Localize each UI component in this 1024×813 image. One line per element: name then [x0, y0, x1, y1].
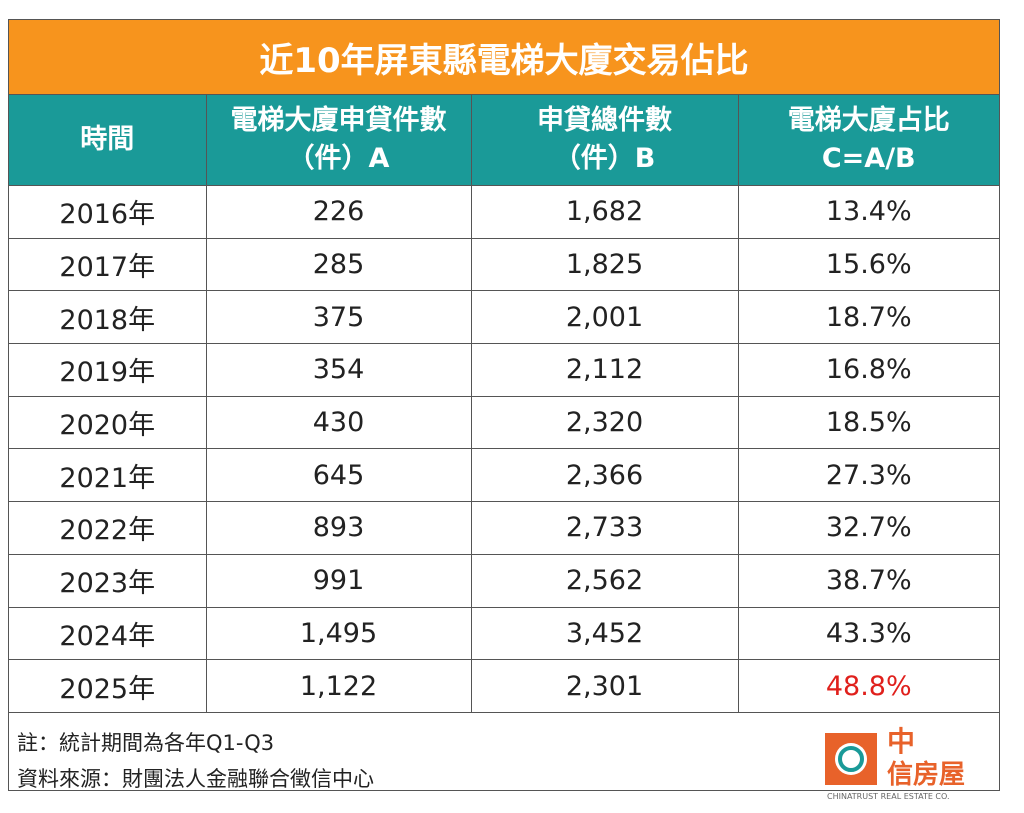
- header-cell: 電梯大廈占比 C=A/B: [737, 95, 999, 186]
- logo-subtext: CHINATRUST REAL ESTATE CO.: [827, 792, 950, 801]
- table-cell: 38.7%: [737, 553, 999, 608]
- note: 註：統計期間為各年Q1-Q3: [17, 730, 275, 755]
- table-cell: 2020年: [9, 395, 207, 450]
- table-cell: 2,320: [470, 395, 739, 450]
- table-cell: 3,452: [470, 606, 739, 661]
- table-cell: 16.8%: [737, 343, 999, 397]
- header-line: 時間: [80, 124, 135, 155]
- logo-text: 中: [887, 725, 915, 758]
- table-body: 2016年 226 1,682 13.4% 2017年 285 1,825 15.6% 2018…: [9, 185, 999, 713]
- source: 資料來源：財團法人金融聯合徵信中心: [17, 766, 374, 791]
- table-cell: 18.7%: [737, 290, 999, 345]
- table-cell: 893: [205, 501, 472, 555]
- header-line: （件）B: [553, 143, 656, 174]
- table-cell: 15.6%: [737, 237, 999, 292]
- table-cell: 2,562: [470, 553, 739, 608]
- table-cell: 2,001: [470, 290, 739, 345]
- table-cell: 2,366: [470, 448, 739, 503]
- table-cell: 48.8%: [737, 659, 999, 713]
- table-cell: 2,112: [470, 343, 739, 397]
- header-cell: 申貸總件數 （件）B: [470, 95, 739, 186]
- table-row: 2017年 285 1,825 15.6%: [9, 237, 999, 292]
- table-row: 2023年 991 2,562 38.7%: [9, 553, 999, 608]
- table-row: 2020年 430 2,320 18.5%: [9, 395, 999, 450]
- table-row: 2024年 1,495 3,452 43.3%: [9, 606, 999, 661]
- table-cell: 354: [205, 343, 472, 397]
- table-row: 2021年 645 2,366 27.3%: [9, 448, 999, 503]
- table-cell: 1,682: [470, 185, 739, 239]
- header-row: 時間 電梯大廈申貸件數 （件）A 申貸總件數 （件）B 電梯大廈占比 C=A/B: [9, 95, 999, 186]
- header-line: （件）A: [287, 143, 390, 174]
- infographic: 近10年屏東縣電梯大廈交易佔比 時間 電梯大廈申貸件數 （件）A 申貸總件數 （件）B 電…: [8, 19, 1000, 801]
- header-cell: 電梯大廈申貸件數 （件）A: [205, 95, 472, 186]
- table-cell: 2021年: [9, 448, 207, 503]
- header-line: 申貸總件數: [537, 105, 672, 136]
- header-line: C=A/B: [821, 143, 916, 174]
- logo: 中 信房屋 CHINATRUST REAL ESTATE CO.: [825, 725, 965, 801]
- table-row: 2025年 1,122 2,301 48.8%: [9, 659, 999, 713]
- table-cell: 1,495: [205, 606, 472, 661]
- table-cell: 18.5%: [737, 395, 999, 450]
- table-cell: 2017年: [9, 237, 207, 292]
- table-cell: 1,825: [470, 237, 739, 292]
- table-cell: 43.3%: [737, 606, 999, 661]
- table-cell: 27.3%: [737, 448, 999, 503]
- table-cell: 2,733: [470, 501, 739, 555]
- data-table: 時間 電梯大廈申貸件數 （件）A 申貸總件數 （件）B 電梯大廈占比 C=A/B 2016年…: [9, 95, 999, 713]
- title: 近10年屏東縣電梯大廈交易佔比: [9, 20, 999, 95]
- table-cell: 991: [205, 553, 472, 608]
- header-cell: 時間: [9, 95, 207, 186]
- table-cell: 285: [205, 237, 472, 292]
- table-row: 2018年 375 2,001 18.7%: [9, 290, 999, 345]
- table-cell: 645: [205, 448, 472, 503]
- table-row: 2019年 354 2,112 16.8%: [9, 343, 999, 397]
- header-line: 電梯大廈申貸件數: [230, 105, 447, 136]
- table-cell: 2024年: [9, 606, 207, 661]
- table-cell: 2023年: [9, 553, 207, 608]
- table-cell: 2018年: [9, 290, 207, 345]
- footer: 註：統計期間為各年Q1-Q3 資料來源：財團法人金融聯合徵信中心 中 信房屋 C…: [9, 713, 999, 813]
- table-cell: 226: [205, 185, 472, 239]
- table-cell: 430: [205, 395, 472, 450]
- table-cell: 375: [205, 290, 472, 345]
- table-cell: 2,301: [470, 659, 739, 713]
- table-cell: 2016年: [9, 185, 207, 239]
- header-line: 電梯大廈占比: [787, 105, 950, 136]
- table-cell: 1,122: [205, 659, 472, 713]
- table-row: 2016年 226 1,682 13.4%: [9, 185, 999, 239]
- table-row: 2022年 893 2,733 32.7%: [9, 501, 999, 555]
- table-cell: 2022年: [9, 501, 207, 555]
- table-cell: 13.4%: [737, 185, 999, 239]
- table-cell: 32.7%: [737, 501, 999, 555]
- table-cell: 2019年: [9, 343, 207, 397]
- table-cell: 2025年: [9, 659, 207, 713]
- logo-mark-ring: [838, 745, 864, 772]
- logo-text: 信房屋: [887, 760, 965, 790]
